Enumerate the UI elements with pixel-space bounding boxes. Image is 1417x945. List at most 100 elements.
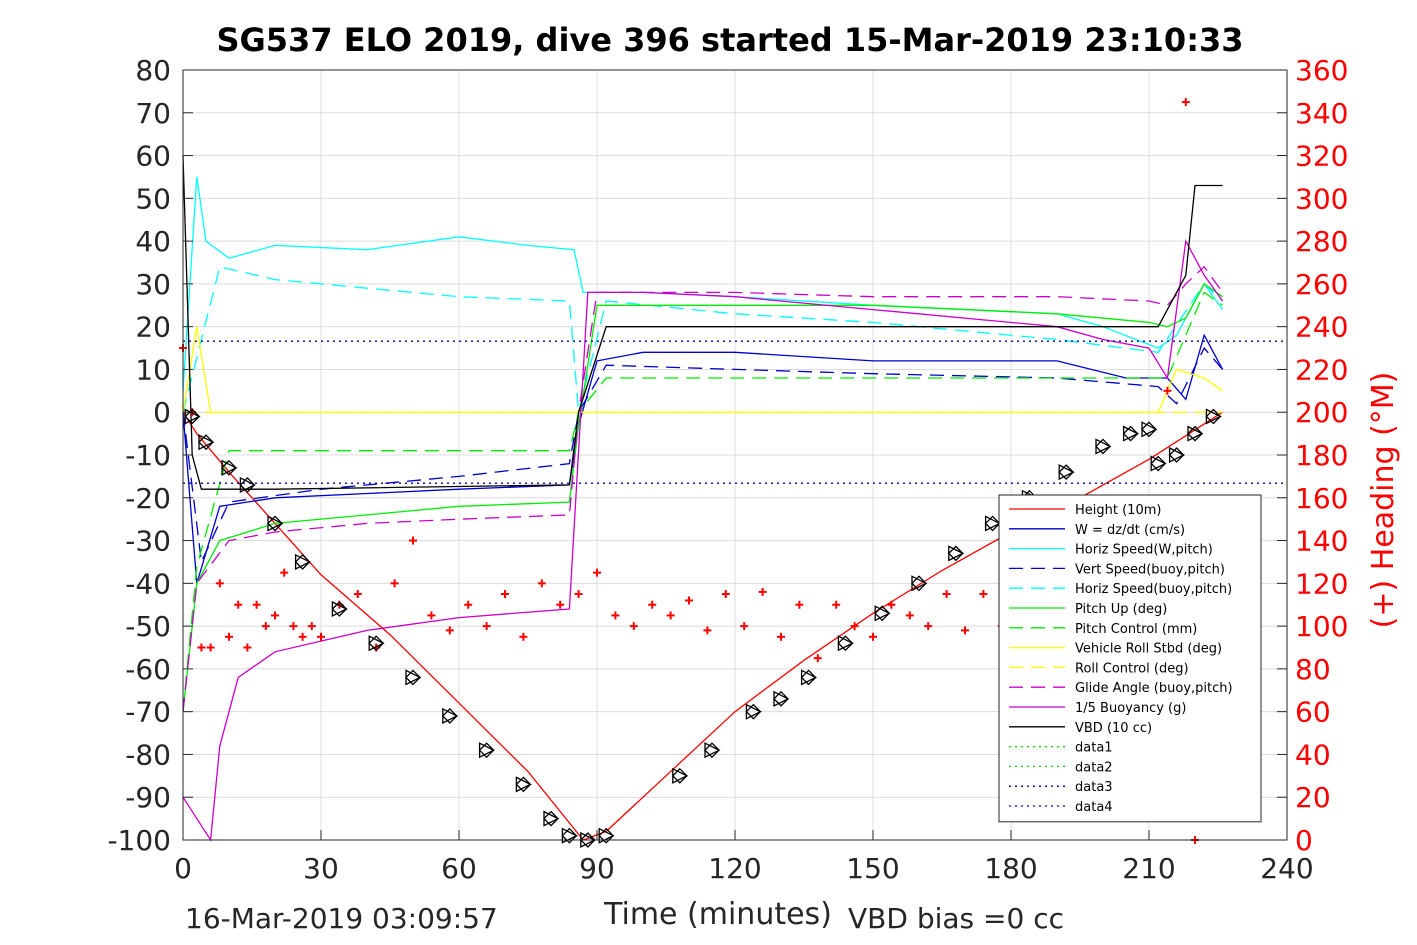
y-left-tick-label: 40 [135, 225, 171, 258]
heading-point [758, 587, 767, 596]
series-layer [182, 155, 1287, 842]
series-line-vert-speed-buoy-pitch [182, 346, 1224, 565]
heading-point [721, 590, 730, 599]
heading-point [648, 600, 657, 609]
y-right-tick-label: 240 [1295, 311, 1348, 344]
y-left-tick-label: 20 [135, 311, 171, 344]
heading-point [832, 600, 841, 609]
legend-label: Pitch Control (mm) [1075, 622, 1197, 637]
x-axis-label: Time (minutes) [603, 897, 832, 932]
heading-point [243, 643, 252, 652]
y-right-tick-label: 100 [1295, 610, 1348, 643]
heading-point [740, 622, 749, 631]
depth-marker [773, 690, 790, 707]
y-left-tick-label: 0 [153, 396, 171, 429]
legend-entry: 1/5 Buoyancy (g) [1009, 701, 1186, 716]
series-line-vbd-10-cc [182, 155, 1223, 490]
legend-label: Roll Control (deg) [1075, 661, 1189, 676]
heading-point [593, 568, 601, 577]
heading-markers [179, 98, 1199, 844]
legend-entry: data2 [1009, 760, 1113, 775]
depth-marker [515, 776, 532, 793]
depth-marker [561, 827, 578, 844]
legend-label: data4 [1075, 800, 1113, 815]
legend-label: Height (10m) [1075, 503, 1161, 518]
x-tick-label: 240 [1260, 852, 1313, 885]
heading-point [961, 626, 969, 635]
heading-point [666, 611, 675, 620]
legend-label: data2 [1075, 760, 1113, 775]
heading-point [556, 600, 565, 609]
y-left-tick-label: -20 [125, 482, 171, 515]
x-tick-label: 180 [984, 852, 1037, 885]
depth-marker [543, 810, 560, 827]
heading-point [942, 590, 951, 599]
series-line-horiz-speed-w-pitch [182, 176, 1224, 391]
y-right-tick-label: 140 [1295, 525, 1348, 558]
heading-point [234, 600, 243, 609]
y-right-tick-label: 180 [1295, 439, 1348, 472]
depth-marker [478, 742, 496, 759]
y-right-tick-label: 160 [1295, 482, 1348, 515]
heading-point [795, 600, 804, 609]
series-line-pitch-control-mm [182, 291, 1223, 712]
y-left-tick-label: 80 [135, 54, 171, 87]
heading-point [813, 654, 822, 663]
heading-point [280, 568, 289, 577]
heading-point [924, 622, 933, 631]
y-right-tick-label: 320 [1295, 140, 1348, 173]
legend-label: data3 [1075, 780, 1113, 795]
x-tick-label: 210 [1122, 852, 1175, 885]
legend-entry: VBD (10 cc) [1009, 721, 1152, 736]
y-left-tick-label: -10 [125, 439, 171, 472]
x-tick-label: 0 [174, 852, 192, 885]
heading-point [501, 590, 509, 599]
depth-marker [837, 635, 854, 652]
heading-point [869, 632, 877, 641]
depth-marker [368, 635, 385, 652]
depth-marker [1122, 425, 1140, 442]
y-left-tick-label: 70 [135, 97, 171, 130]
legend-entry: Pitch Control (mm) [1009, 622, 1197, 637]
heading-point [298, 632, 307, 641]
heading-point [905, 611, 914, 620]
legend-entry: Vehicle Roll Stbd (deg) [1009, 642, 1222, 657]
legend-label: 1/5 Buoyancy (g) [1075, 701, 1186, 716]
legend-entry: Glide Angle (buoy,pitch) [1009, 681, 1233, 696]
heading-point [519, 632, 528, 641]
legend-entry: Horiz Speed(W,pitch) [1009, 543, 1213, 558]
y-right-tick-label: 360 [1295, 54, 1348, 87]
heading-point [777, 632, 785, 641]
depth-marker [745, 703, 762, 720]
y-right-tick-label: 260 [1295, 268, 1348, 301]
heading-point [289, 622, 298, 631]
legend-box [998, 494, 1262, 823]
y-left-tick-label: -80 [125, 738, 171, 771]
y-left-tick-label: 10 [135, 353, 171, 386]
y-right-tick-labels: 3603403203002802602402202001801601401201… [1277, 54, 1348, 857]
heading-point [574, 590, 583, 599]
depth-marker [984, 515, 1002, 532]
x-tick-label: 60 [441, 852, 477, 885]
heading-point [979, 590, 988, 599]
y-right-tick-label: 200 [1295, 396, 1348, 429]
y-right-tick-label: 300 [1295, 182, 1348, 215]
heading-point [409, 536, 417, 545]
heading-point [215, 579, 224, 588]
depth-marker [800, 669, 818, 686]
y-left-tick-labels: 80 70 60 50 40 30 20 10 0 -10 -20 -30 -40 -50 -60 -70 -8… [107, 54, 193, 857]
depth-marker [704, 742, 721, 759]
heading-point [445, 626, 454, 635]
x-tick-label: 30 [303, 852, 339, 885]
heading-point [850, 622, 859, 631]
y-right-tick-label: 280 [1295, 225, 1348, 258]
heading-point [703, 626, 712, 635]
legend-entry: data4 [1009, 800, 1113, 815]
heading-point [261, 622, 270, 631]
legend-label: Horiz Speed(W,pitch) [1075, 543, 1213, 558]
legend-entry: data3 [1009, 780, 1113, 795]
depth-marker [1150, 455, 1167, 472]
depth-marker [1058, 464, 1075, 481]
depth-marker [267, 515, 284, 532]
